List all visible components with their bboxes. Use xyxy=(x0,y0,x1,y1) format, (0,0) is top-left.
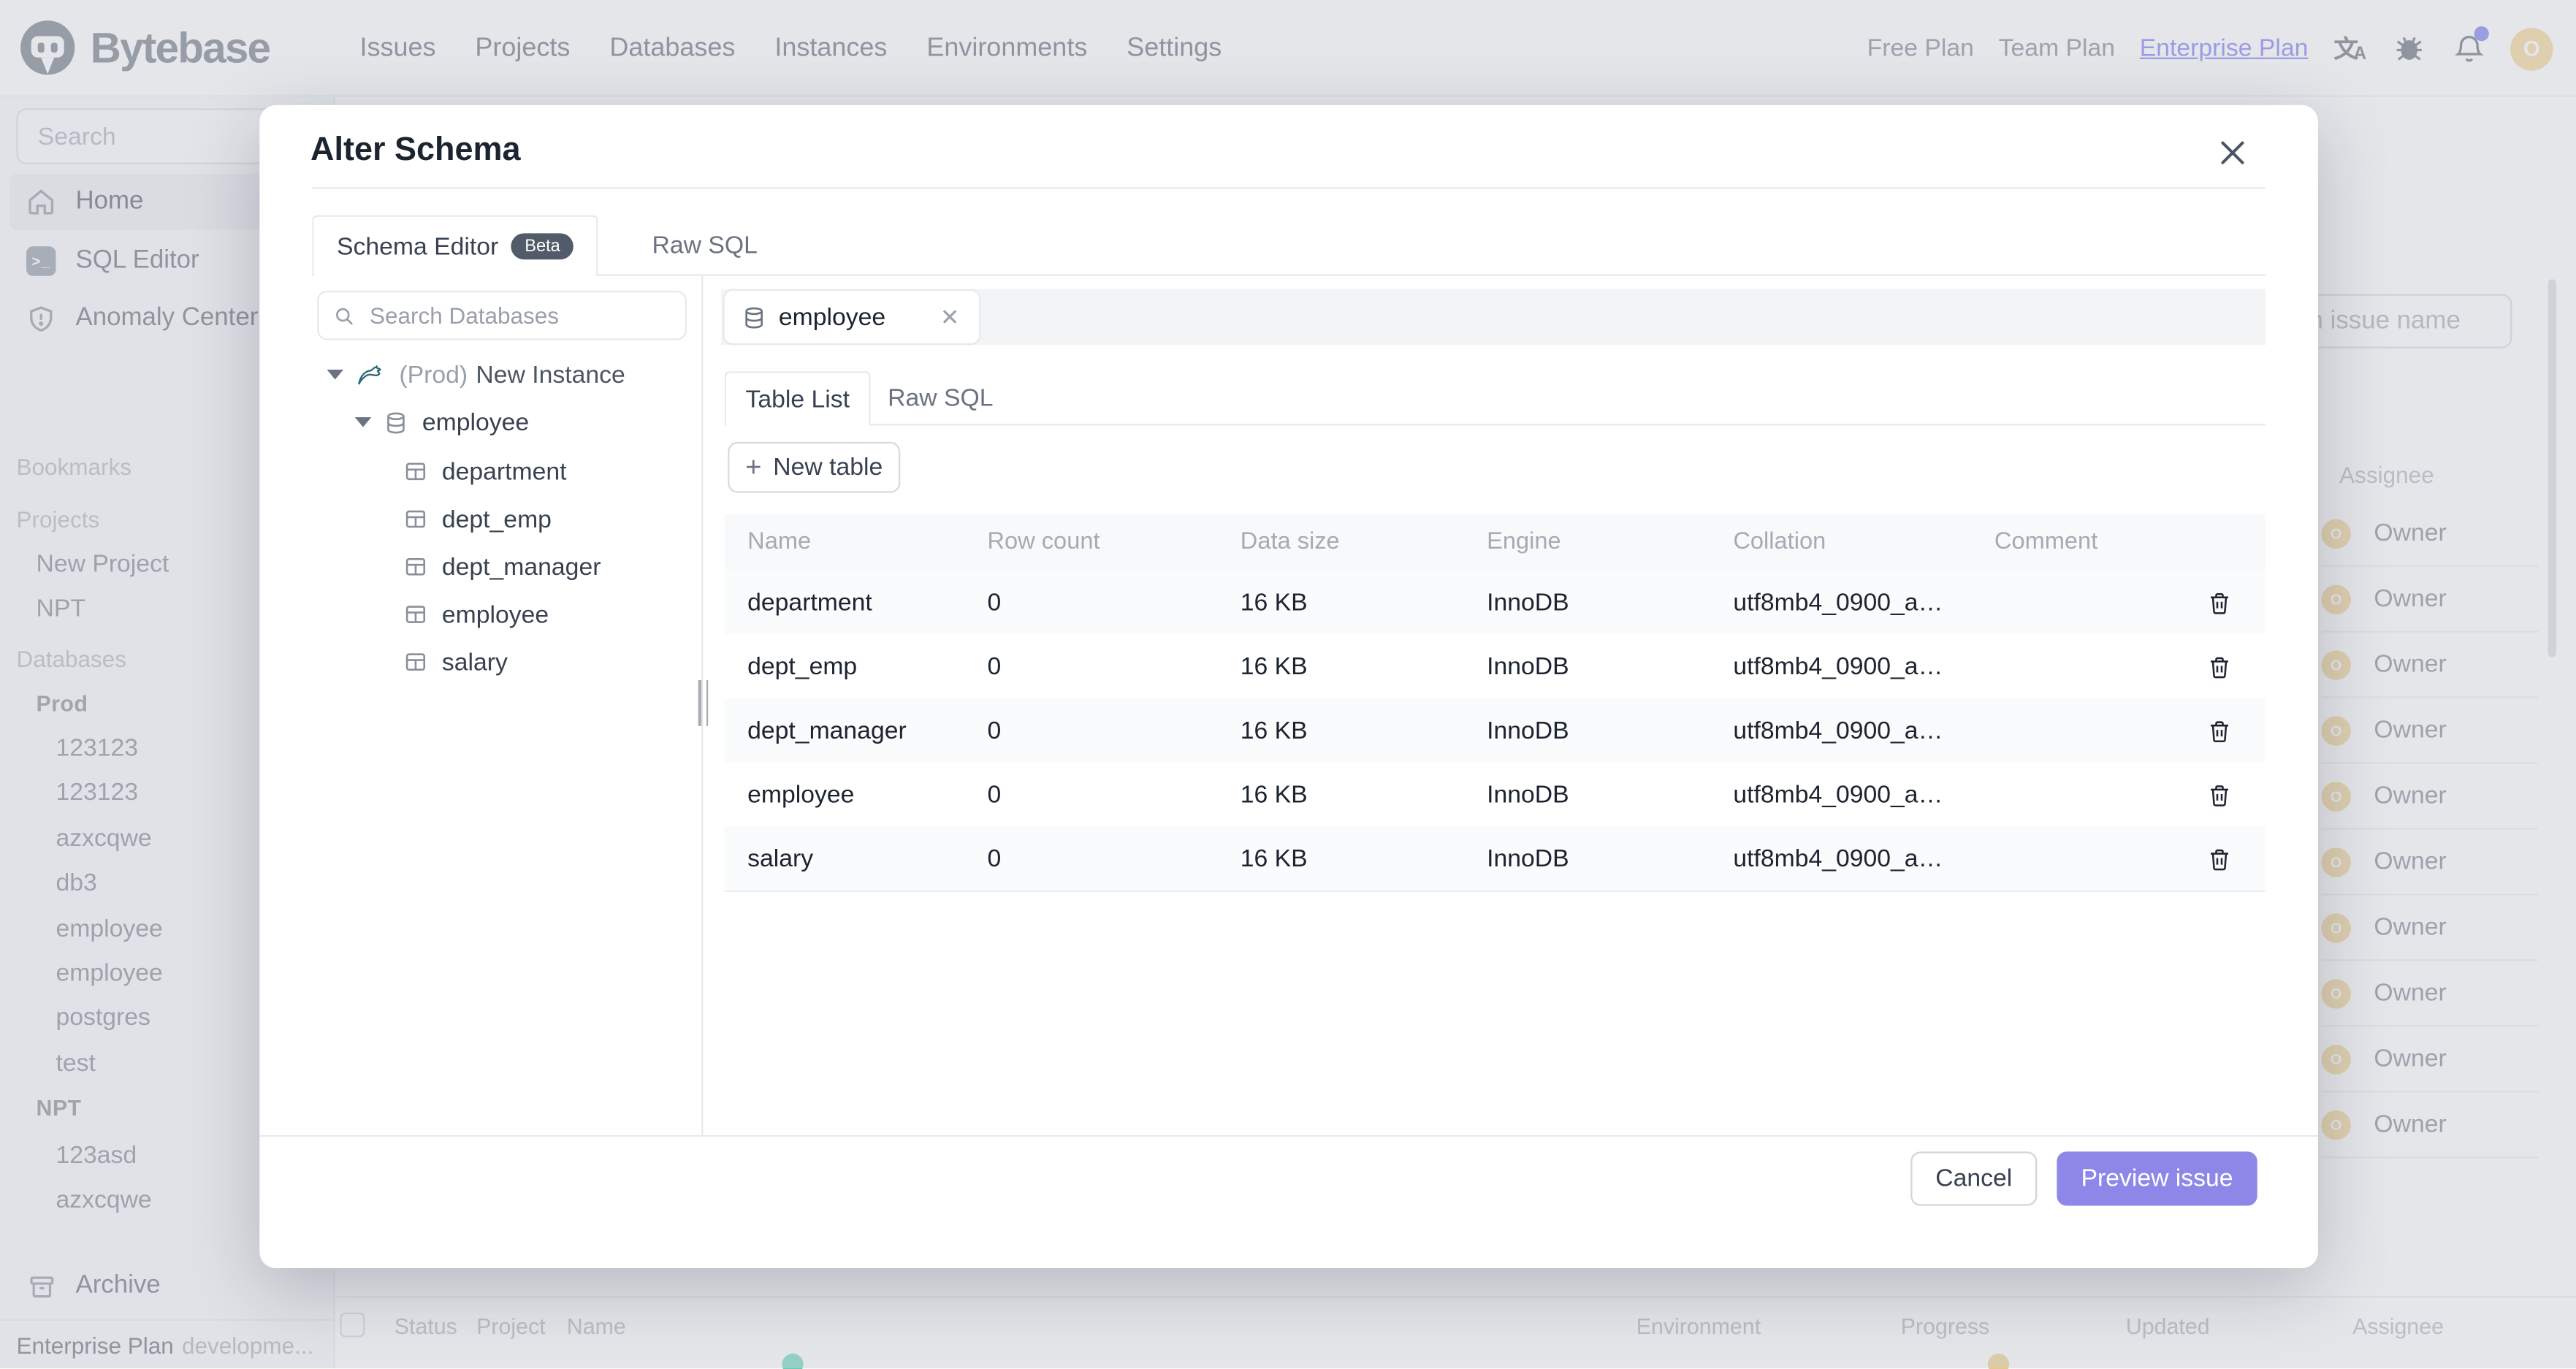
tree-instance-row[interactable]: (Prod) New Instance xyxy=(327,351,625,398)
cell-collation: utf8mb4_0900_a… xyxy=(1733,844,1943,873)
tree-table-row[interactable]: department xyxy=(404,448,601,495)
panel-resize-handle[interactable] xyxy=(695,679,709,726)
tables-table: Name Row count Data size Engine Collatio… xyxy=(724,514,2266,893)
tab-table-list[interactable]: Table List xyxy=(724,371,871,426)
table-row[interactable]: department 0 16 KB InnoDB utf8mb4_0900_a… xyxy=(724,570,2266,634)
cell-collation: utf8mb4_0900_a… xyxy=(1733,780,1943,809)
cell-row-count: 0 xyxy=(987,716,1002,744)
delete-table-icon[interactable] xyxy=(2206,717,2233,744)
cell-data-size: 16 KB xyxy=(1240,844,1308,873)
delete-table-icon[interactable] xyxy=(2206,589,2233,615)
cell-engine: InnoDB xyxy=(1487,652,1569,680)
database-tab-label: employee xyxy=(778,302,886,332)
tabs-divider xyxy=(312,274,2266,276)
col-comment: Comment xyxy=(1994,529,2098,556)
tree-table-row[interactable]: salary xyxy=(404,638,601,686)
chevron-down-icon[interactable] xyxy=(354,417,372,427)
delete-table-icon[interactable] xyxy=(2206,845,2233,872)
cell-name: salary xyxy=(747,844,814,873)
tree-table-label: salary xyxy=(441,648,508,676)
cell-engine: InnoDB xyxy=(1487,844,1569,873)
cell-row-count: 0 xyxy=(987,652,1002,680)
table-icon xyxy=(404,460,427,483)
new-table-button[interactable]: + New table xyxy=(728,441,901,493)
cell-row-count: 0 xyxy=(987,780,1002,809)
cell-engine: InnoDB xyxy=(1487,716,1569,744)
database-tab-employee[interactable]: employee ✕ xyxy=(723,289,981,346)
col-data-size: Data size xyxy=(1240,529,1340,556)
cell-row-count: 0 xyxy=(987,844,1002,873)
tree-table-label: dept_emp xyxy=(441,505,552,533)
panel-divider xyxy=(701,274,704,1135)
cell-engine: InnoDB xyxy=(1487,780,1569,809)
col-engine: Engine xyxy=(1487,529,1561,556)
cell-collation: utf8mb4_0900_a… xyxy=(1733,716,1943,744)
cell-name: employee xyxy=(747,780,855,809)
tree-table-row[interactable]: employee xyxy=(404,590,601,638)
tab-raw-sql-inner[interactable]: Raw SQL xyxy=(888,384,994,412)
plus-icon: + xyxy=(745,451,762,482)
cell-data-size: 16 KB xyxy=(1240,716,1308,744)
tab-schema-editor-label: Schema Editor xyxy=(336,232,499,261)
beta-badge: Beta xyxy=(511,232,573,260)
table-icon xyxy=(404,603,427,625)
table-header-row: Name Row count Data size Engine Collatio… xyxy=(724,514,2266,571)
delete-table-icon[interactable] xyxy=(2206,653,2233,679)
tree-database-label: employee xyxy=(422,408,530,437)
table-row[interactable]: dept_emp 0 16 KB InnoDB utf8mb4_0900_a… xyxy=(724,633,2266,698)
col-row-count: Row count xyxy=(987,529,1100,556)
instance-name-label: New Instance xyxy=(476,360,625,389)
database-search-box xyxy=(316,291,687,340)
cell-engine: InnoDB xyxy=(1487,588,1569,617)
database-icon xyxy=(742,305,765,329)
tree-table-label: employee xyxy=(441,600,549,629)
table-icon xyxy=(404,555,427,578)
mysql-dolphin-icon xyxy=(357,362,384,387)
instance-env-label: (Prod) xyxy=(399,360,468,389)
table-body: department 0 16 KB InnoDB utf8mb4_0900_a… xyxy=(724,570,2266,893)
alter-schema-modal: Alter Schema Schema Editor Beta Raw SQL xyxy=(259,104,2318,1268)
cell-data-size: 16 KB xyxy=(1240,652,1308,680)
cell-data-size: 16 KB xyxy=(1240,780,1308,809)
table-icon xyxy=(404,508,427,530)
search-icon xyxy=(333,305,354,326)
table-row[interactable]: employee 0 16 KB InnoDB utf8mb4_0900_a… xyxy=(724,762,2266,827)
cell-collation: utf8mb4_0900_a… xyxy=(1733,588,1943,617)
footer-divider xyxy=(259,1135,2318,1137)
table-row[interactable]: salary 0 16 KB InnoDB utf8mb4_0900_a… xyxy=(724,826,2266,891)
tree-table-label: department xyxy=(441,457,567,486)
cell-name: department xyxy=(747,588,872,617)
col-name: Name xyxy=(747,529,812,556)
new-table-label: New table xyxy=(773,453,883,481)
cell-name: dept_emp xyxy=(747,652,858,680)
title-divider xyxy=(312,187,2266,189)
tab-schema-editor[interactable]: Schema Editor Beta xyxy=(312,215,598,276)
chevron-down-icon[interactable] xyxy=(327,369,343,380)
delete-table-icon[interactable] xyxy=(2206,781,2233,807)
tree-table-list: department dept_emp dept_manager xyxy=(404,448,601,686)
database-search-input[interactable] xyxy=(366,300,663,330)
database-icon xyxy=(384,410,407,435)
close-icon[interactable]: ✕ xyxy=(940,302,960,329)
col-collation: Collation xyxy=(1733,529,1826,556)
cell-data-size: 16 KB xyxy=(1240,588,1308,617)
cancel-button[interactable]: Cancel xyxy=(1910,1151,2038,1206)
modal-title: Alter Schema xyxy=(310,132,521,169)
tree-table-row[interactable]: dept_emp xyxy=(404,495,601,543)
tab-raw-sql[interactable]: Raw SQL xyxy=(652,230,758,259)
cell-collation: utf8mb4_0900_a… xyxy=(1733,652,1943,680)
tree-table-label: dept_manager xyxy=(441,552,601,581)
table-row[interactable]: dept_manager 0 16 KB InnoDB utf8mb4_0900… xyxy=(724,698,2266,763)
tree-table-row[interactable]: dept_manager xyxy=(404,543,601,590)
cell-row-count: 0 xyxy=(987,588,1002,617)
cell-name: dept_manager xyxy=(747,716,907,744)
preview-issue-button[interactable]: Preview issue xyxy=(2057,1151,2257,1206)
close-icon[interactable] xyxy=(2216,137,2249,169)
table-icon xyxy=(404,650,427,673)
tree-database-row[interactable]: employee xyxy=(354,398,530,446)
inner-tabs-divider xyxy=(724,424,2266,426)
